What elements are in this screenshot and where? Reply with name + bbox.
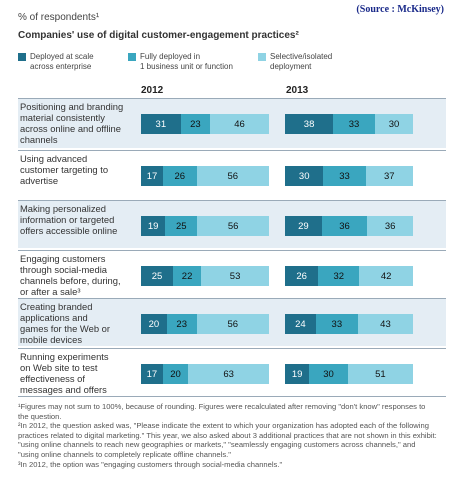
legend-swatch-selective bbox=[258, 53, 266, 61]
segment-fully-deployed: 20 bbox=[162, 364, 189, 384]
footnote: ¹Figures may not sum to 100%, because of… bbox=[18, 402, 426, 421]
segment-fully-deployed: 23 bbox=[166, 314, 197, 334]
row-separator bbox=[18, 98, 446, 99]
row-separator bbox=[18, 348, 446, 349]
legend-swatch-full bbox=[128, 53, 136, 61]
row-separator bbox=[18, 396, 446, 397]
category-label: Making personalized information or targe… bbox=[20, 203, 118, 236]
chart-title: Companies' use of digital customer-engag… bbox=[18, 30, 299, 41]
segment-deployed-at-scale: 17 bbox=[141, 364, 163, 384]
category-label: Positioning and branding material consis… bbox=[20, 101, 124, 145]
segment-selective: 51 bbox=[347, 364, 413, 384]
footnotes: ¹Figures may not sum to 100%, because of… bbox=[18, 402, 438, 469]
category-label: Engaging customers through social-media … bbox=[20, 253, 121, 297]
segment-deployed-at-scale: 19 bbox=[141, 216, 166, 236]
row-separator bbox=[18, 298, 446, 299]
units-label: % of respondents¹ bbox=[18, 12, 100, 23]
segment-selective: 30 bbox=[374, 114, 413, 134]
segment-deployed-at-scale: 38 bbox=[285, 114, 334, 134]
segment-fully-deployed: 33 bbox=[323, 166, 366, 186]
segment-deployed-at-scale: 25 bbox=[141, 266, 173, 286]
segment-selective: 36 bbox=[367, 216, 413, 236]
category-label: Creating branded applications and games … bbox=[20, 301, 110, 345]
legend-label: Deployed at scale across enterprise bbox=[30, 52, 94, 71]
segment-deployed-at-scale: 19 bbox=[285, 364, 310, 384]
legend-label: Fully deployed in 1 business unit or fun… bbox=[140, 52, 233, 71]
year-label-2013: 2013 bbox=[286, 85, 309, 96]
legend-label: Selective/isolated deployment bbox=[270, 52, 333, 71]
category-label: Running experiments on Web site to test … bbox=[20, 351, 109, 395]
segment-selective: 42 bbox=[359, 266, 413, 286]
row-separator bbox=[18, 250, 446, 251]
segment-fully-deployed: 33 bbox=[315, 314, 358, 334]
segment-selective: 43 bbox=[357, 314, 413, 334]
segment-fully-deployed: 22 bbox=[173, 266, 202, 286]
segment-selective: 56 bbox=[196, 166, 269, 186]
segment-deployed-at-scale: 30 bbox=[285, 166, 324, 186]
legend-swatch-scale bbox=[18, 53, 26, 61]
segment-fully-deployed: 25 bbox=[165, 216, 198, 236]
segment-fully-deployed: 36 bbox=[321, 216, 368, 236]
segment-deployed-at-scale: 26 bbox=[285, 266, 319, 286]
segment-fully-deployed: 30 bbox=[309, 364, 348, 384]
segment-fully-deployed: 23 bbox=[180, 114, 211, 134]
segment-deployed-at-scale: 20 bbox=[141, 314, 167, 334]
category-label: Using advanced customer targeting to adv… bbox=[20, 153, 109, 186]
row-separator bbox=[18, 150, 446, 151]
footnote: ²In 2012, the question asked was, "Pleas… bbox=[18, 421, 437, 459]
segment-selective: 53 bbox=[201, 266, 269, 286]
segment-deployed-at-scale: 29 bbox=[285, 216, 322, 236]
segment-selective: 37 bbox=[365, 166, 413, 186]
segment-deployed-at-scale: 17 bbox=[141, 166, 163, 186]
footnote: ³In 2012, the option was "engaging custo… bbox=[18, 459, 283, 469]
source-note: (Source : McKinsey) bbox=[356, 4, 444, 15]
segment-fully-deployed: 33 bbox=[333, 114, 375, 134]
segment-selective: 56 bbox=[196, 314, 269, 334]
row-separator bbox=[18, 200, 446, 201]
segment-deployed-at-scale: 24 bbox=[285, 314, 316, 334]
segment-selective: 46 bbox=[210, 114, 269, 134]
segment-deployed-at-scale: 31 bbox=[141, 114, 181, 134]
year-label-2012: 2012 bbox=[141, 85, 164, 96]
segment-fully-deployed: 32 bbox=[318, 266, 360, 286]
segment-selective: 63 bbox=[188, 364, 269, 384]
segment-selective: 56 bbox=[197, 216, 269, 236]
segment-fully-deployed: 26 bbox=[162, 166, 197, 186]
